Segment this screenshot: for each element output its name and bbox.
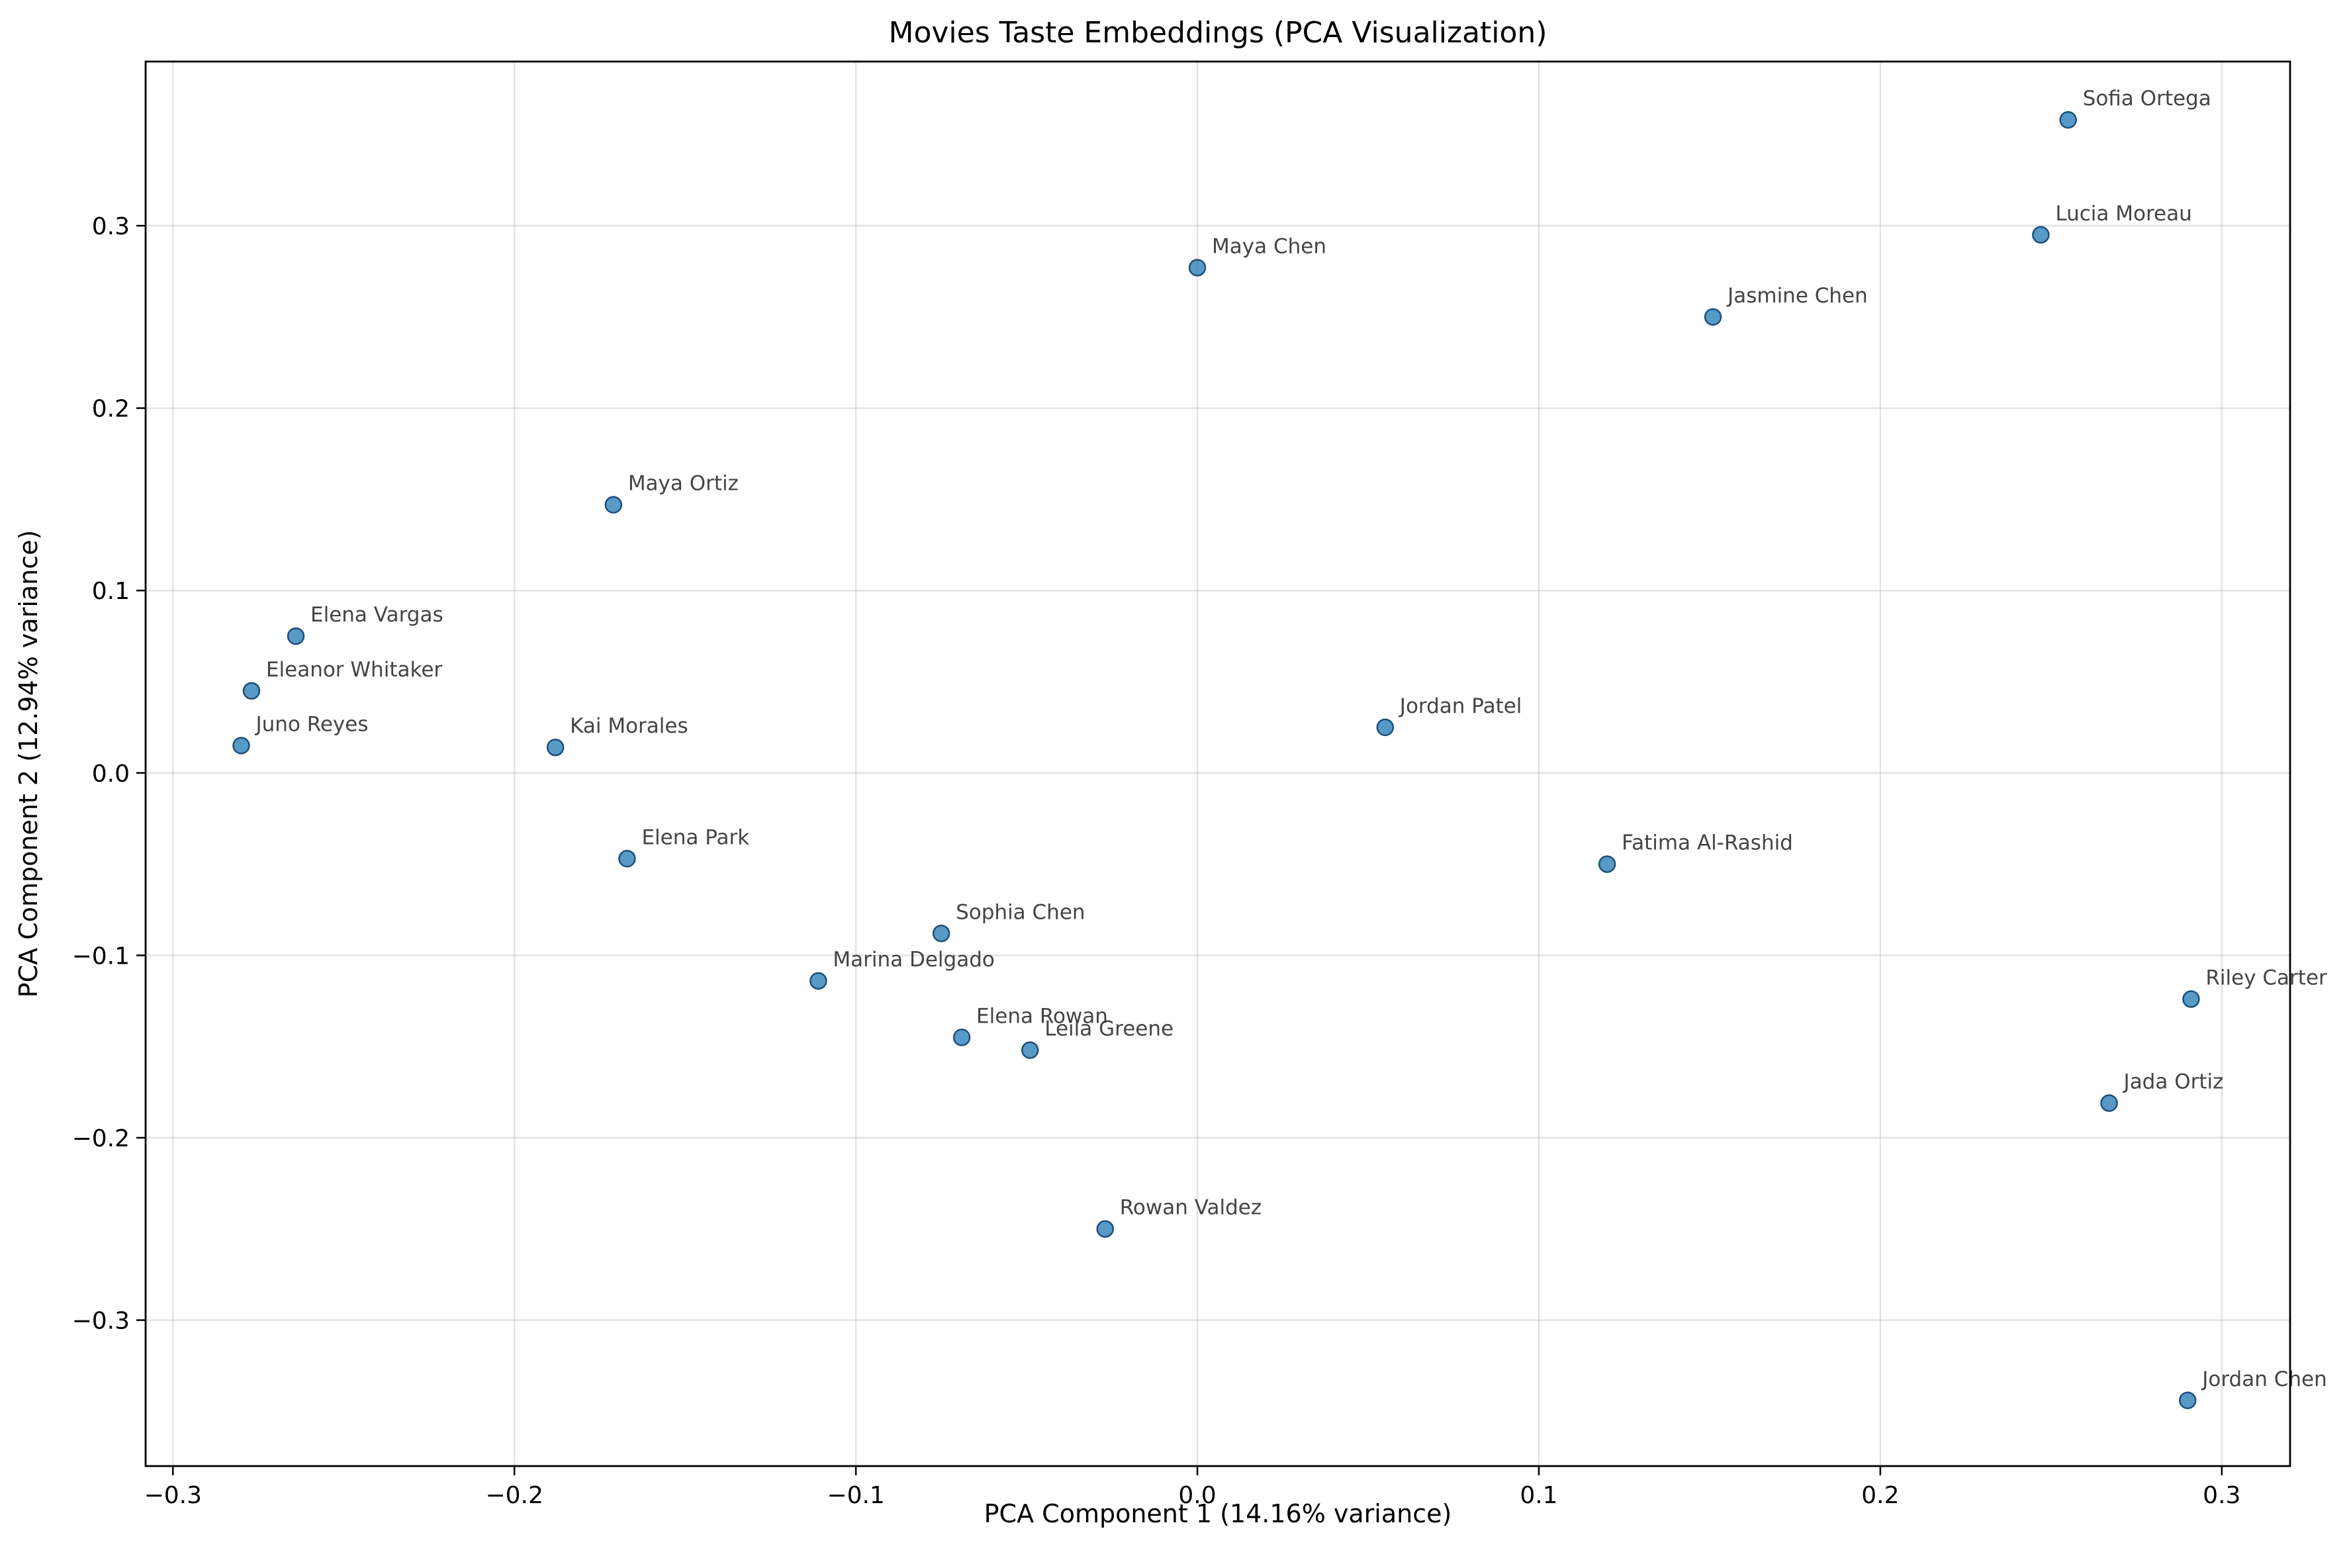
data-point bbox=[604, 496, 623, 514]
data-point bbox=[1188, 259, 1207, 277]
data-point bbox=[2032, 226, 2050, 244]
x-tick-label: −0.1 bbox=[827, 1482, 884, 1509]
point-label: Elena Rowan bbox=[976, 1004, 1108, 1028]
point-label: Elena Park bbox=[641, 825, 749, 849]
data-point bbox=[2182, 990, 2200, 1008]
x-tick-label: −0.2 bbox=[485, 1482, 543, 1509]
point-label: Sophia Chen bbox=[956, 900, 1085, 924]
y-tick-label: −0.3 bbox=[72, 1308, 130, 1335]
y-tick-label: 0.2 bbox=[92, 396, 130, 423]
data-point bbox=[1021, 1041, 1039, 1059]
point-label: Jordan Chen bbox=[2201, 1367, 2327, 1391]
point-label: Maya Ortiz bbox=[628, 472, 739, 496]
data-point bbox=[2100, 1094, 2118, 1112]
data-point bbox=[1096, 1220, 1114, 1238]
point-label: Kai Morales bbox=[570, 714, 688, 738]
data-point bbox=[932, 925, 950, 943]
y-tick-label: −0.2 bbox=[72, 1125, 130, 1152]
data-point bbox=[1376, 718, 1395, 737]
data-point bbox=[232, 737, 250, 755]
y-axis-label: PCA Component 2 (12.94% variance) bbox=[14, 530, 43, 998]
point-label: Rowan Valdez bbox=[1120, 1196, 1262, 1220]
point-label: Fatima Al-Rashid bbox=[1622, 831, 1793, 855]
data-points bbox=[232, 111, 2200, 1410]
axis-ticks: −0.3 −0.2 −0.1 0.0 0.1 0.2 0.3 −0.3 −0.2 −0.1 0.0 0… bbox=[72, 213, 2241, 1509]
chart-title: Movies Taste Embeddings (PCA Visualizati… bbox=[889, 16, 1547, 50]
point-label: Elena Vargas bbox=[310, 603, 443, 627]
x-tick-label: 0.3 bbox=[2203, 1482, 2240, 1509]
data-point bbox=[287, 627, 305, 645]
data-point bbox=[2059, 111, 2077, 129]
data-point bbox=[952, 1029, 971, 1046]
point-label: Marina Delgado bbox=[833, 948, 994, 972]
data-point bbox=[1598, 855, 1616, 873]
y-tick-label: −0.1 bbox=[72, 943, 130, 970]
y-tick-label: 0.3 bbox=[92, 213, 130, 240]
plot-frame bbox=[144, 60, 2291, 1467]
y-tick-label: 0.1 bbox=[92, 578, 130, 605]
data-point bbox=[809, 972, 827, 990]
data-point bbox=[2178, 1391, 2197, 1410]
point-label: Jada Ortiz bbox=[2123, 1070, 2224, 1094]
x-tick-label: 0.0 bbox=[1178, 1482, 1216, 1509]
y-tick-label: 0.0 bbox=[92, 761, 130, 788]
x-tick-label: 0.1 bbox=[1520, 1482, 1557, 1509]
data-point bbox=[618, 850, 636, 868]
point-label: Maya Chen bbox=[1212, 234, 1326, 258]
point-label: Jasmine Chen bbox=[1726, 284, 1868, 308]
x-tick-label: 0.2 bbox=[1861, 1482, 1899, 1509]
data-point bbox=[242, 682, 261, 700]
point-labels: Sofia Ortega Lucia Moreau Maya Chen Jasmine… bbox=[254, 87, 2327, 1391]
data-point bbox=[546, 738, 565, 757]
point-label: Sofia Ortega bbox=[2083, 87, 2211, 111]
point-label: Jordan Patel bbox=[1399, 694, 1522, 718]
point-label: Eleanor Whitaker bbox=[266, 658, 442, 682]
point-label: Leila Greene bbox=[1044, 1017, 1174, 1041]
data-point bbox=[1704, 308, 1722, 326]
x-tick-label: −0.3 bbox=[144, 1482, 202, 1509]
point-label: Juno Reyes bbox=[254, 712, 368, 736]
x-axis-label: PCA Component 1 (14.16% variance) bbox=[984, 1499, 1452, 1528]
point-label: Riley Carter bbox=[2205, 966, 2327, 990]
point-label: Lucia Moreau bbox=[2055, 202, 2191, 226]
grid-lines bbox=[146, 62, 2290, 1466]
